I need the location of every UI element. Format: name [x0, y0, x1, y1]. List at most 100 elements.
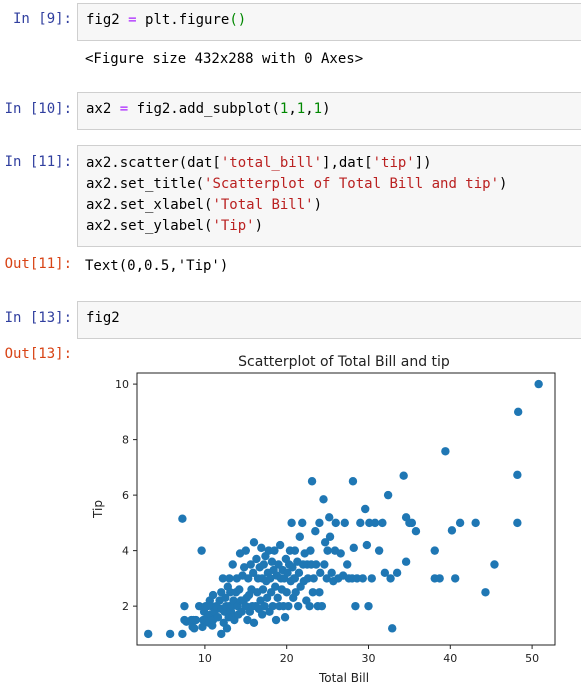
scatter-point [362, 540, 372, 550]
scatter-point [257, 543, 266, 553]
scatter-point [282, 588, 291, 597]
scatter-point [144, 629, 153, 639]
scatter-point [455, 518, 465, 528]
scatter-point [441, 447, 450, 456]
scatter-point [178, 514, 187, 523]
y-tick-label: 10 [115, 378, 129, 391]
scatter-point [280, 613, 290, 622]
scatter-point [267, 557, 277, 566]
scatter-point [311, 527, 320, 536]
scatter-point [295, 532, 304, 541]
scatter-point [315, 518, 324, 528]
code-token: ]) [414, 155, 432, 171]
scatter-point [388, 624, 397, 633]
scatter-point [351, 601, 360, 611]
x-axis-label: Total Bill [318, 671, 369, 685]
scatter-point [411, 527, 421, 536]
scatter-point [293, 601, 303, 611]
scatter-point [222, 624, 232, 633]
scatter-point [271, 615, 281, 625]
scatter-point [208, 590, 218, 600]
scatter-point [370, 518, 380, 528]
scatter-point [287, 518, 296, 528]
code-token: 'total_bill' [220, 155, 323, 171]
scatter-point [343, 560, 352, 569]
x-tick-label: 20 [280, 652, 294, 665]
scatter-point [178, 629, 187, 639]
scatter-point [490, 560, 499, 569]
x-tick-label: 50 [525, 652, 539, 665]
code-token: fig2 [86, 12, 129, 28]
scatter-point [243, 615, 252, 625]
scatter-point [311, 560, 321, 569]
input-prompt: In [13]: [4, 310, 72, 326]
scatter-point [228, 560, 237, 569]
y-tick-label: 6 [122, 489, 129, 502]
code-token: fig2 [86, 310, 120, 326]
scatter-point [316, 568, 325, 578]
scatter-point [361, 504, 370, 514]
code-token: ax2.set_ylabel( [86, 218, 213, 234]
scatter-point [401, 557, 411, 566]
scatter-point [271, 582, 280, 591]
scatter-point [298, 518, 307, 528]
scatter-point [374, 546, 384, 555]
scatter-point [380, 568, 390, 578]
y-tick-label: 8 [122, 434, 129, 447]
code-token: ax2.set_title( [86, 176, 205, 192]
code-input[interactable]: ax2 = fig2.add_subplot(1,1,1) [77, 92, 581, 130]
code-token: 'Scatterplot of Total Bill and tip' [204, 176, 500, 192]
code-token: fig2.add_subplot( [128, 101, 280, 117]
scatter-point [239, 563, 249, 572]
code-token: 'Tip' [212, 218, 255, 234]
scatter-point [383, 490, 393, 500]
scatter-point [225, 574, 234, 583]
scatter-point [217, 629, 226, 639]
scatter-point [191, 615, 201, 625]
scatter-point [284, 601, 293, 611]
scatter-point [331, 518, 340, 528]
scatter-point [309, 574, 318, 583]
code-input[interactable]: fig2 [77, 301, 581, 339]
code-token: 1 [313, 101, 323, 117]
scatter-point [246, 560, 255, 569]
scatter-chart: Scatterplot of Total Bill and tip 10 20 30… [91, 354, 556, 685]
scatter-point [213, 613, 223, 622]
scatter-point [180, 601, 189, 611]
x-axis-ticks: 10 20 30 40 50 [198, 645, 539, 665]
code-token: ax2.set_xlabel( [86, 197, 213, 213]
scatter-point [221, 593, 230, 603]
code-input[interactable]: ax2.scatter(dat['total_bill'],dat['tip']… [77, 145, 581, 247]
scatter-point [257, 610, 267, 619]
code-token: 1 [279, 101, 289, 117]
scatter-point [340, 518, 349, 528]
scatter-point [275, 540, 285, 550]
scatter-point [451, 574, 460, 583]
scatter-point [235, 585, 244, 594]
scatter-point [307, 477, 317, 486]
scatter-point [218, 574, 228, 583]
code-token: () [229, 12, 247, 28]
code-token: ) [499, 176, 508, 192]
code-input[interactable]: fig2 = plt.figure() [77, 3, 581, 41]
scatter-point [358, 574, 367, 583]
output-prompt: Out[13]: [4, 346, 72, 362]
scatter-point [378, 518, 387, 528]
scatter-point [319, 495, 328, 504]
scatter-point [327, 568, 336, 578]
scatter-point [392, 568, 402, 578]
scatter-point [273, 593, 282, 603]
scatter-point [270, 546, 279, 555]
code-token: ) [322, 101, 331, 117]
scatter-point [325, 513, 334, 522]
code-token: , [305, 101, 314, 117]
scatter-point [471, 518, 480, 528]
scatter-points [144, 379, 543, 639]
cell-output: Text(0,0.5,'Tip') [85, 258, 229, 274]
code-token: ) [254, 218, 264, 234]
code-token: 'tip' [372, 155, 415, 171]
y-tick-label: 2 [122, 600, 129, 613]
code-token: = [128, 12, 137, 28]
code-token: ) [313, 197, 323, 213]
input-prompt: In [10]: [4, 101, 72, 117]
